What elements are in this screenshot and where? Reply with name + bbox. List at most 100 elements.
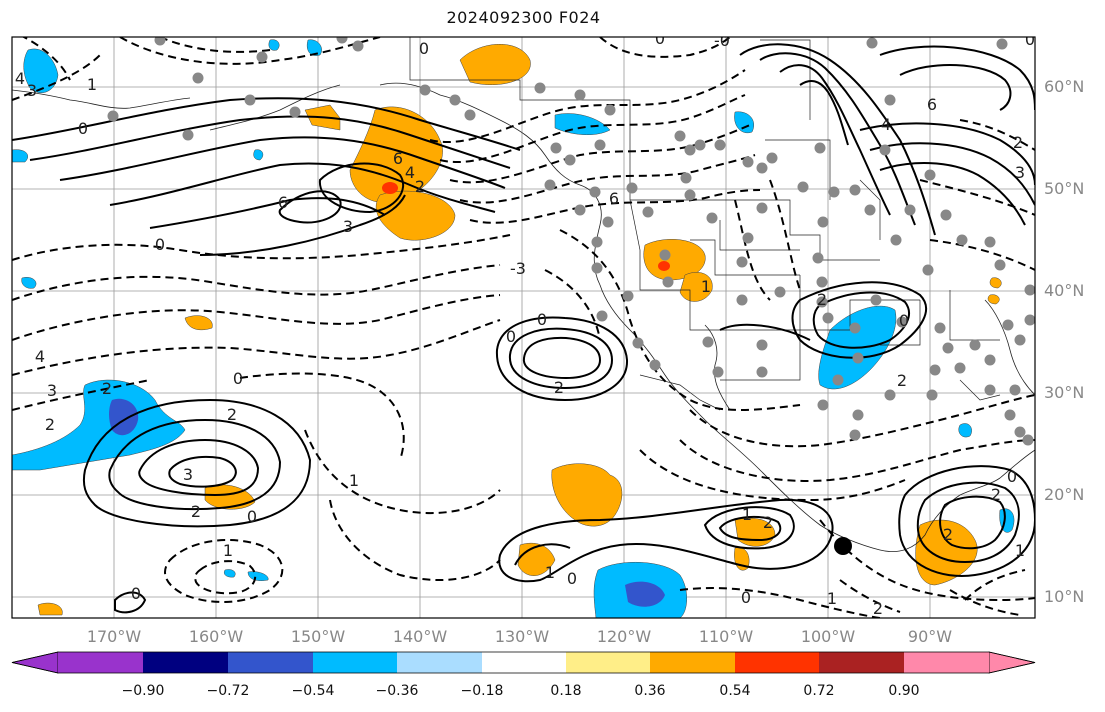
colorbar-segment <box>735 652 819 673</box>
storm-center-marker <box>834 537 852 555</box>
contour-label: 0 <box>741 588 751 607</box>
strong-positive-shading <box>382 182 670 271</box>
lat-label: 20°N <box>1044 485 1085 504</box>
lon-label: 160°W <box>188 627 244 646</box>
contour-label: 2 <box>45 415 55 434</box>
contour-label: 0 <box>155 235 165 254</box>
contour-label: 2 <box>817 290 827 309</box>
colorbar-extend-high <box>988 651 1036 674</box>
solid-contours <box>12 43 1035 614</box>
colorbar-tick-label: 0.90 <box>888 683 920 699</box>
colorbar-segment <box>650 652 735 673</box>
contour-label: 0 <box>419 39 429 58</box>
lat-label: 30°N <box>1044 383 1085 402</box>
colorbar-tick-label: 0.54 <box>719 683 751 699</box>
colorbar-segment <box>904 652 989 673</box>
contour-label: 4 <box>405 163 415 182</box>
contour-label: 0 <box>78 119 88 138</box>
contour-label: 1 <box>1015 541 1025 560</box>
contour-label: 6 <box>609 189 619 208</box>
contour-label: 0 <box>899 311 909 330</box>
colorbar-segment <box>313 652 397 673</box>
lat-label: 60°N <box>1044 77 1085 96</box>
contour-label: 3 <box>1015 163 1025 182</box>
colorbar-tick-label: 0.72 <box>803 683 835 699</box>
contour-label: 1 <box>827 589 837 608</box>
lon-label: 110°W <box>698 627 754 646</box>
contour-label: 2 <box>102 379 112 398</box>
colorbar-segment <box>482 652 566 673</box>
contour-label: 3 <box>343 217 353 236</box>
colorbar-tick-label: 0.36 <box>634 683 666 699</box>
contour-label: 4 <box>881 115 891 134</box>
colorbar-segment <box>143 652 228 673</box>
contour-label: 2 <box>415 177 425 196</box>
lon-label: 130°W <box>494 627 550 646</box>
contour-label: 0 <box>247 507 257 526</box>
lat-label: 50°N <box>1044 179 1085 198</box>
colorbar-segment <box>228 652 313 673</box>
colorbar-segment <box>397 652 482 673</box>
contour-label: 3 <box>183 465 193 484</box>
contour-label: -0 <box>714 31 730 50</box>
lon-label: 150°W <box>290 627 346 646</box>
colorbar <box>11 651 1036 674</box>
contour-label: 4 <box>15 69 25 88</box>
contour-label: 2 <box>227 405 237 424</box>
lon-label: 90°W <box>907 627 953 646</box>
contour-label: 1 <box>87 75 97 94</box>
lon-label: 170°W <box>86 627 142 646</box>
contour-label: 0 <box>567 569 577 588</box>
contour-label: 1 <box>545 563 555 582</box>
contour-label: 6 <box>927 95 937 114</box>
colorbar-tick-label: −0.90 <box>121 683 165 699</box>
contour-label: 3 <box>27 81 37 100</box>
contour-label: 1 <box>223 541 233 560</box>
colorbar-segment <box>566 652 650 673</box>
contour-label: 2 <box>943 525 953 544</box>
colorbar-extend-low <box>11 651 59 674</box>
lon-label: 100°W <box>800 627 856 646</box>
contour-label: 1 <box>701 277 711 296</box>
contour-label: 2 <box>991 485 1001 504</box>
contour-label: 2 <box>763 513 773 532</box>
contour-label: 2 <box>873 599 883 618</box>
contour-label: 0 <box>1025 30 1035 49</box>
contour-label: 0 <box>233 369 243 388</box>
contour-label: 0 <box>131 584 141 603</box>
contour-label: 0 <box>655 29 665 48</box>
colorbar-tick-label: 0.18 <box>550 683 582 699</box>
contour-label: 4 <box>35 347 45 366</box>
colorbar-tick-label: −0.54 <box>291 683 335 699</box>
contour-label: 2 <box>897 371 907 390</box>
colorbar-tick-label: −0.72 <box>206 683 250 699</box>
contour-labels: -0 0 1 4 3 6 6 4 2 0 6 4 2 3 6 0 3 -3 0 … <box>15 29 1035 618</box>
contour-label: 2 <box>191 502 201 521</box>
lat-label: 10°N <box>1044 587 1085 606</box>
colorbar-tick-label: −0.18 <box>460 683 504 699</box>
contour-label: 0 <box>537 310 547 329</box>
lat-label: 40°N <box>1044 281 1085 300</box>
positive-anomaly-shading <box>37 44 1002 616</box>
plot-frame <box>11 36 1036 619</box>
contour-label: 6 <box>393 149 403 168</box>
contour-label: 6 <box>278 193 288 212</box>
lon-label: 120°W <box>596 627 652 646</box>
lon-label: 140°W <box>392 627 448 646</box>
negative-anomaly-shading <box>12 39 1015 618</box>
contour-label: 1 <box>349 471 359 490</box>
contour-label: 2 <box>554 378 564 397</box>
colorbar-segment <box>819 652 904 673</box>
dashed-contours <box>12 37 1035 618</box>
map-title: 2024092300 F024 <box>446 8 601 27</box>
colorbar-segment <box>58 652 143 673</box>
contour-label: 0 <box>506 327 516 346</box>
contour-label: 3 <box>47 381 57 400</box>
contour-label: 0 <box>1007 467 1017 486</box>
contour-label: 1 <box>742 505 752 524</box>
contour-label: -3 <box>510 259 526 278</box>
contour-label: 2 <box>1013 133 1023 152</box>
colorbar-tick-label: −0.36 <box>375 683 419 699</box>
colorbar-outline <box>11 651 1036 674</box>
